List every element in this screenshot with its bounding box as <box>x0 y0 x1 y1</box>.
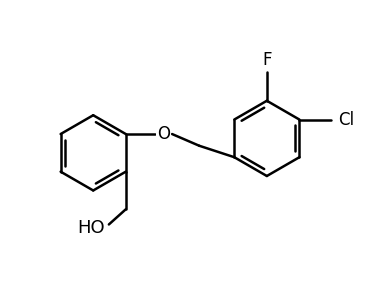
Text: Cl: Cl <box>338 110 355 129</box>
Text: HO: HO <box>77 219 105 237</box>
Text: F: F <box>262 51 272 68</box>
Text: O: O <box>157 125 170 143</box>
